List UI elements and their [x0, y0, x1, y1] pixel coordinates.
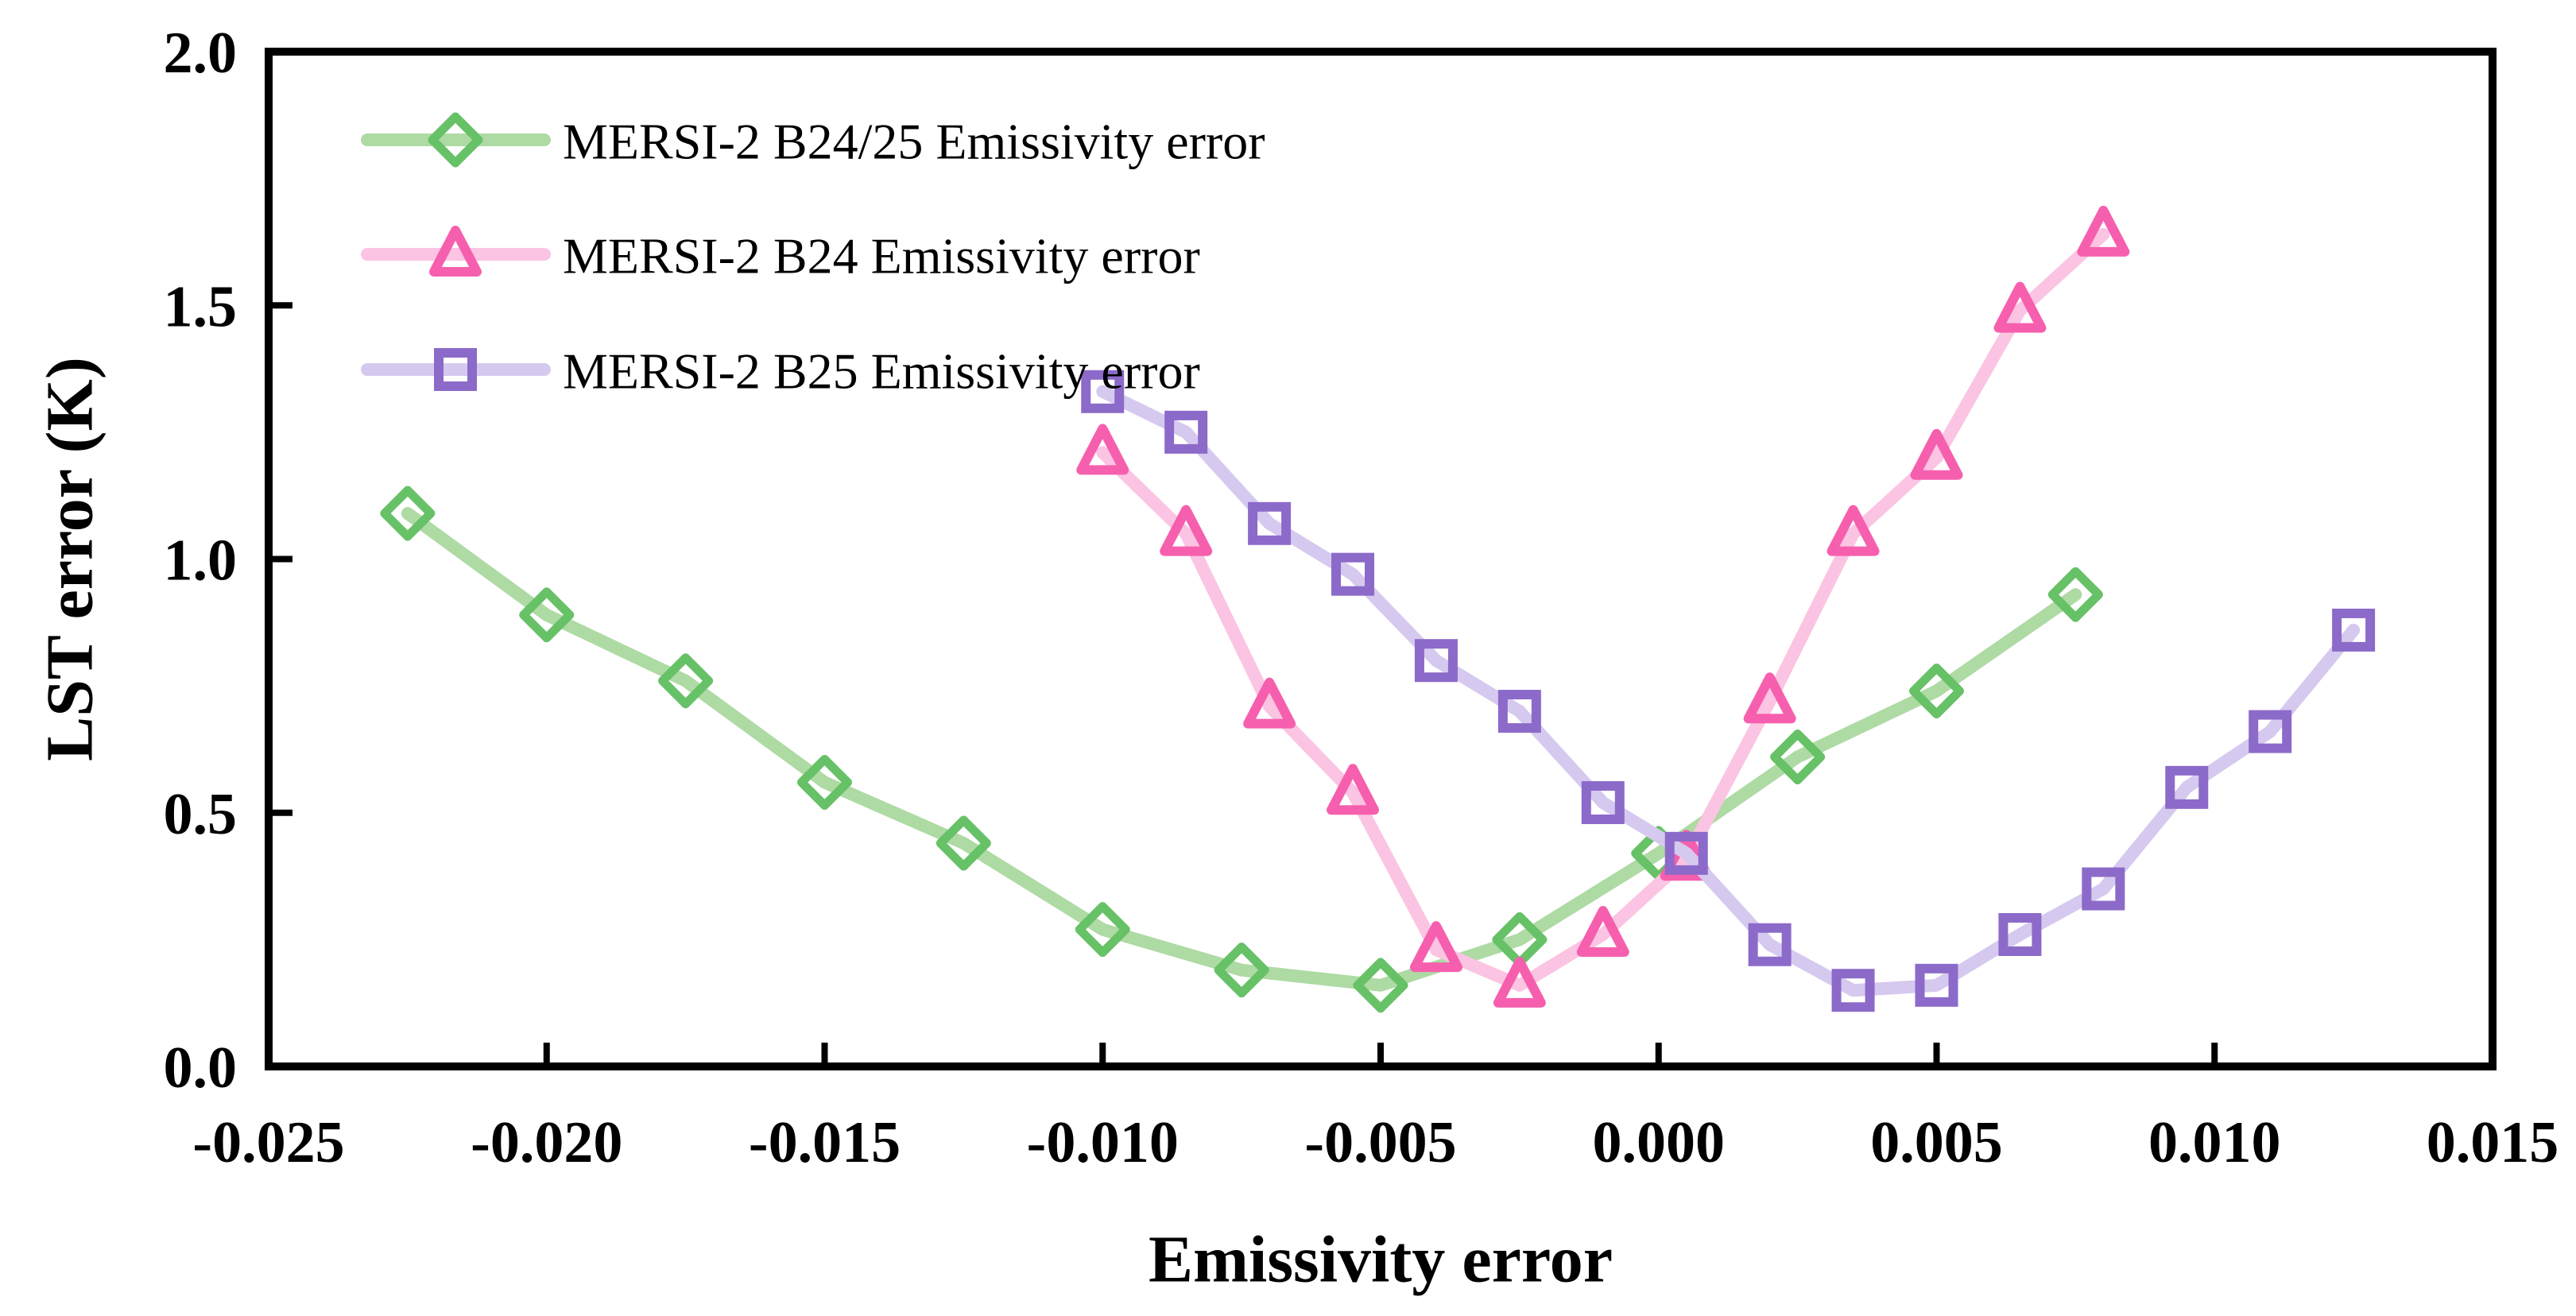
- x-tick-label: -0.020: [471, 1110, 622, 1175]
- x-tick-label: 0.005: [1870, 1110, 2003, 1175]
- series-line-2: [1096, 385, 2361, 997]
- series-2-marker: [1748, 923, 1792, 966]
- series-line-0: [401, 507, 2082, 992]
- x-tick-label: -0.010: [1027, 1110, 1179, 1175]
- series-1-marker: [1743, 672, 1796, 724]
- series-2-marker: [1831, 969, 1875, 1012]
- series-2-marker: [1164, 410, 1208, 454]
- series-0-marker: [380, 486, 436, 541]
- series-0-marker: [1075, 902, 1130, 958]
- legend-label: MERSI-2 B24/25 Emissivity error: [563, 114, 1265, 170]
- y-axis-title: LST error (K): [33, 357, 107, 761]
- legend-label: MERSI-2 B25 Emissivity error: [563, 343, 1200, 400]
- series-2-marker: [1081, 370, 1125, 413]
- y-tick-label: 0.5: [164, 782, 238, 847]
- x-tick-label: -0.025: [192, 1110, 344, 1175]
- series-1-marker: [1576, 905, 1629, 957]
- series-0-marker: [1909, 664, 1964, 719]
- series-0-marker: [935, 815, 991, 871]
- series-2-marker: [1581, 780, 1625, 824]
- series-1-marker: [1160, 505, 1213, 556]
- x-tick-label: 0.010: [2148, 1110, 2281, 1175]
- series-1-marker: [1660, 830, 1713, 881]
- series-2-marker: [1497, 690, 1541, 733]
- series-2-marker: [2082, 867, 2125, 911]
- series-2-marker: [1331, 552, 1375, 596]
- series-2-marker: [1998, 912, 2042, 956]
- legend-swatch-marker: [428, 112, 483, 168]
- series-2-marker: [1915, 963, 1958, 1007]
- series-0-marker: [519, 587, 575, 643]
- series-1-marker: [1993, 281, 2047, 333]
- x-tick-label: 0.015: [2427, 1110, 2559, 1175]
- legend-swatch-marker: [434, 348, 477, 391]
- series-0-marker: [1353, 958, 1408, 1013]
- x-tick-label: 0.000: [1593, 1110, 1726, 1175]
- series-0-marker: [2047, 567, 2103, 622]
- y-tick-label: 0.0: [164, 1035, 238, 1101]
- y-tick-label: 1.0: [164, 528, 238, 594]
- series-0-marker: [797, 754, 852, 810]
- series-1-marker: [1910, 428, 1963, 480]
- x-axis-title: Emissivity error: [1149, 1223, 1613, 1297]
- series-1-marker: [1493, 956, 1546, 1008]
- series-1-marker: [1327, 764, 1380, 815]
- series-1-marker: [1243, 677, 1296, 729]
- series-2-marker: [2165, 765, 2209, 809]
- series-0-marker: [1770, 730, 1826, 785]
- series-2-marker: [2249, 710, 2292, 753]
- series-2-marker: [2332, 608, 2376, 652]
- series-0-marker: [1214, 942, 1269, 998]
- series-1-marker: [1409, 921, 1462, 973]
- y-tick-label: 1.5: [164, 274, 238, 339]
- y-tick-label: 2.0: [164, 21, 238, 86]
- series-2-marker: [1664, 831, 1708, 875]
- series-0-marker: [658, 653, 714, 709]
- series-1-marker: [1826, 505, 1880, 556]
- series-1-marker: [2077, 205, 2130, 257]
- x-tick-label: -0.015: [749, 1110, 901, 1175]
- legend-label: MERSI-2 B24 Emissivity error: [563, 228, 1200, 284]
- series-2-marker: [1414, 639, 1458, 683]
- series-1-marker: [1076, 424, 1129, 475]
- x-tick-label: -0.005: [1304, 1110, 1456, 1175]
- series-line-1: [1096, 227, 2110, 992]
- legend-swatch-marker: [429, 226, 482, 277]
- series-2-marker: [1248, 501, 1292, 545]
